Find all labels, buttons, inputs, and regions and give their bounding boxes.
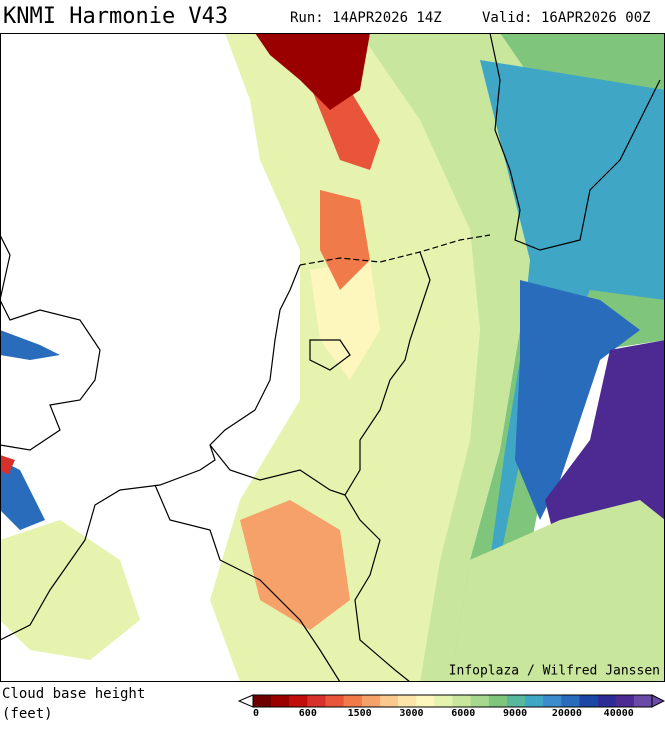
colorbar-swatch [452,695,471,707]
field-orange-north [320,190,370,290]
boundaries [0,33,661,682]
legend-unit: (feet) [2,706,53,722]
coastline-islands [299,234,491,266]
valid-time: Valid: 16APR2026 00Z [482,10,651,26]
colorbar-tick-label: 40000 [604,708,634,719]
colorbar-swatch [361,695,381,707]
field-yellow [310,260,380,380]
colorbar-swatch [525,695,544,707]
title: KNMI Harmonie V43 [3,4,228,29]
colorbar: 0 600 1500 3000 6000 9000 20000 40000 [237,694,665,719]
coastline-continent [0,264,301,641]
map: Infoplaza / Wilfred Janssen [0,33,665,682]
colorbar-swatch [325,695,344,707]
colorbar-swatch [434,695,453,707]
field-sw-red [0,455,15,475]
colorbar-swatch [398,695,417,707]
border-france [154,484,341,682]
colorbar-tick-label: 1500 [348,708,372,719]
colorbar-swatch [379,695,399,707]
lake [309,339,351,371]
field-darkblue [515,280,640,520]
colorbar-swatch [506,695,526,707]
field-south-green [450,500,665,682]
colorbar-tick-label: 0 [253,708,259,719]
field-orange-south [240,500,350,630]
credit: Infoplaza / Wilfred Janssen [449,664,660,679]
border-south [209,444,346,496]
colorbar-swatch [289,695,308,707]
field-west-blue [0,330,60,360]
colorbar-swatch [615,695,635,707]
colorbar-swatch [579,695,598,707]
field-green [300,33,560,682]
field-darkred [255,33,370,110]
colorbar-swatch [543,695,562,707]
legend-title: Cloud base height [2,686,145,702]
colorbar-frame [252,694,653,708]
border-east [344,251,431,682]
colorbar-tick-label: 9000 [503,708,527,719]
field-sw-green [0,520,140,660]
colorbar-swatch [597,695,617,707]
colorbar-tick-label: 3000 [399,708,423,719]
colorbar-swatch [470,695,490,707]
cloud-field [0,33,665,682]
colorbar-tick-label: 6000 [451,708,475,719]
coastline-north [489,33,661,251]
colorbar-swatch [633,695,653,707]
colorbar-swatch [307,695,326,707]
colorbar-swatch [253,695,272,707]
run-time: Run: 14APR2026 14Z [290,10,442,26]
field-blue [460,60,665,682]
colorbar-tick-label: 600 [299,708,317,719]
coastline-uk [0,234,101,451]
colorbar-tick-label: 20000 [552,708,582,719]
colorbar-swatch [561,695,580,707]
colorbar-swatch [343,695,363,707]
colorbar-swatch [271,695,290,707]
colorbar-swatch [488,695,508,707]
field-sw-blue [0,460,45,530]
colorbar-swatch [416,695,435,707]
